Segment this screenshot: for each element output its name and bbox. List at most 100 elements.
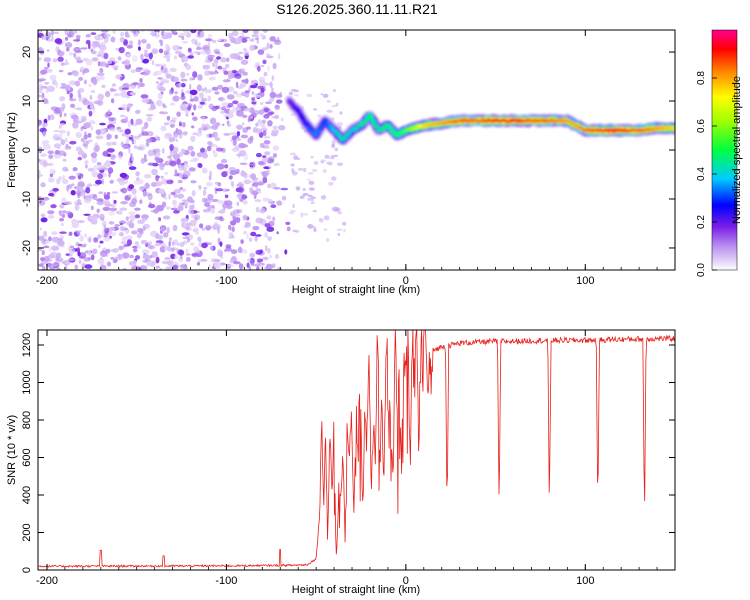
noise-blob <box>77 146 82 152</box>
noise-blob <box>292 171 298 176</box>
noise-blob <box>217 199 225 205</box>
spectrogram-y-label: Frequency (Hz) <box>6 112 18 188</box>
noise-blob <box>331 143 336 149</box>
noise-blob <box>303 213 308 216</box>
noise-blob <box>192 116 198 122</box>
noise-blob <box>242 200 248 205</box>
noise-blob <box>109 88 118 92</box>
noise-blob <box>249 163 255 166</box>
noise-blob <box>182 131 188 136</box>
noise-blob <box>265 101 272 105</box>
noise-blob <box>47 68 53 73</box>
noise-blob <box>248 266 252 270</box>
noise-blob <box>127 147 131 154</box>
noise-blob <box>187 145 194 151</box>
noise-blob <box>101 220 107 227</box>
noise-blob <box>111 191 119 194</box>
noise-blob <box>92 78 98 86</box>
noise-blob <box>68 231 73 236</box>
noise-blob <box>146 131 154 137</box>
noise-blob <box>262 145 270 149</box>
noise-blob <box>221 171 228 178</box>
noise-blob <box>134 214 141 219</box>
noise-blob <box>236 131 241 137</box>
noise-blob <box>48 246 52 253</box>
snr-series-line <box>38 330 675 569</box>
noise-blob <box>179 172 183 179</box>
noise-blob <box>191 125 195 129</box>
noise-blob <box>113 60 118 64</box>
noise-blob <box>180 78 188 82</box>
signal-point <box>329 125 333 129</box>
noise-blob <box>274 93 283 98</box>
noise-blob <box>172 31 178 36</box>
noise-blob <box>148 52 153 60</box>
noise-blob <box>318 218 324 223</box>
noise-blob <box>118 155 122 160</box>
noise-blob <box>113 199 117 204</box>
noise-blob <box>208 264 211 268</box>
noise-blob <box>215 63 218 69</box>
noise-blob <box>106 191 111 196</box>
noise-blob <box>207 193 214 201</box>
noise-blob <box>43 98 48 104</box>
noise-blob <box>146 261 152 267</box>
noise-blob <box>229 53 237 59</box>
noise-blob <box>117 56 122 61</box>
noise-blob <box>323 228 328 231</box>
noise-blob <box>183 30 190 33</box>
noise-blob <box>135 171 140 177</box>
noise-blob <box>232 218 237 222</box>
noise-blob <box>97 93 104 101</box>
noise-blob <box>151 30 155 36</box>
noise-blob <box>176 111 181 117</box>
noise-blob <box>142 131 149 136</box>
noise-blob <box>95 129 102 136</box>
noise-blob <box>118 210 123 215</box>
noise-blob <box>110 98 115 104</box>
noise-blob <box>99 250 108 257</box>
noise-blob <box>127 120 131 127</box>
noise-blob <box>164 135 168 139</box>
noise-blob <box>58 210 62 215</box>
noise-blob <box>310 156 314 159</box>
noise-blob <box>163 51 169 56</box>
noise-blob <box>165 43 170 50</box>
noise-blob <box>169 160 177 167</box>
noise-blob <box>163 122 169 126</box>
noise-blob <box>251 34 259 38</box>
noise-blob <box>64 42 73 48</box>
noise-blob <box>158 217 162 222</box>
noise-blob <box>255 37 260 41</box>
noise-blob <box>228 232 234 237</box>
noise-blob <box>118 46 125 54</box>
noise-blob <box>90 205 94 211</box>
noise-blob <box>123 39 128 46</box>
noise-blob <box>243 179 252 185</box>
noise-blob <box>149 262 156 267</box>
noise-blob <box>106 148 115 153</box>
noise-blob <box>169 102 175 106</box>
noise-blob <box>189 89 198 96</box>
noise-blob <box>192 157 199 161</box>
noise-blob <box>166 115 171 121</box>
noise-blob <box>74 264 78 270</box>
noise-blob <box>100 41 106 46</box>
noise-blob <box>78 259 82 264</box>
noise-blob <box>244 221 251 228</box>
noise-blob <box>211 258 215 263</box>
noise-blob <box>105 160 110 163</box>
noise-blob <box>119 179 125 186</box>
noise-blob <box>113 118 117 125</box>
noise-blob <box>261 171 269 178</box>
noise-blob <box>271 87 274 92</box>
snr-y-tick-label: 200 <box>21 523 33 541</box>
noise-blob <box>278 125 286 131</box>
noise-blob <box>95 135 104 140</box>
noise-blob <box>331 104 338 108</box>
noise-blob <box>255 188 261 191</box>
noise-blob <box>38 30 43 34</box>
noise-blob <box>125 216 129 221</box>
noise-blob <box>106 142 113 146</box>
